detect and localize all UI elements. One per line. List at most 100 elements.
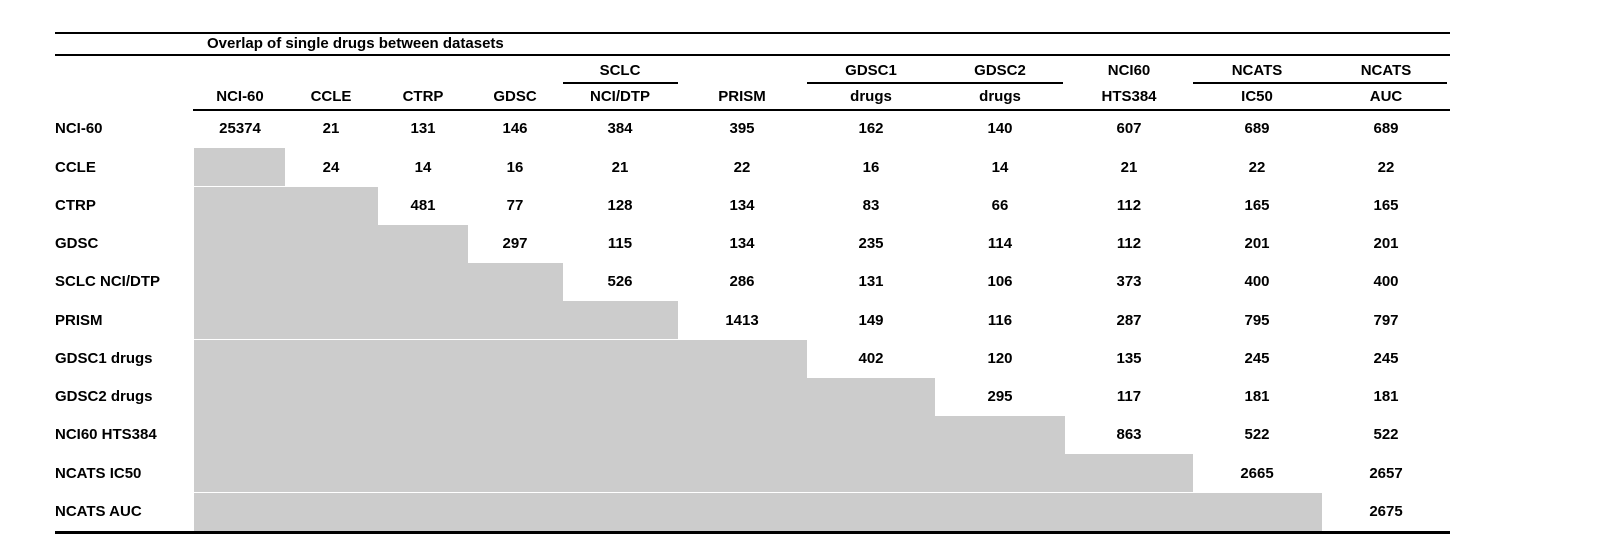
cell-value: 481 bbox=[410, 197, 436, 214]
cell-value: 135 bbox=[1116, 350, 1142, 367]
cell-value: 245 bbox=[1244, 350, 1270, 367]
cell-value: 402 bbox=[858, 350, 884, 367]
column-group-underline bbox=[563, 82, 678, 84]
cell-value: 522 bbox=[1373, 426, 1399, 443]
rule-top bbox=[55, 32, 1450, 34]
cell-value: 863 bbox=[1116, 426, 1142, 443]
column-group-label: GDSC1 bbox=[845, 62, 897, 79]
cell-value: 201 bbox=[1373, 235, 1399, 252]
cell-value: 16 bbox=[506, 159, 524, 176]
shaded-cell bbox=[194, 225, 468, 263]
cell-value: 1413 bbox=[725, 312, 759, 329]
row-label: NCATS AUC bbox=[55, 503, 142, 520]
cell-value: 297 bbox=[502, 235, 528, 252]
column-group-label: NCATS bbox=[1360, 62, 1412, 79]
shaded-cell bbox=[194, 340, 807, 378]
shaded-cell bbox=[194, 416, 1065, 454]
cell-value: 22 bbox=[1248, 159, 1266, 176]
cell-value: 373 bbox=[1116, 273, 1142, 290]
row-label: NCI60 HTS384 bbox=[55, 426, 157, 443]
cell-value: 131 bbox=[410, 120, 436, 137]
row-label: GDSC bbox=[55, 235, 99, 252]
column-header: drugs bbox=[979, 88, 1021, 105]
cell-value: 149 bbox=[858, 312, 884, 329]
cell-value: 134 bbox=[729, 235, 755, 252]
cell-value: 162 bbox=[858, 120, 884, 137]
cell-value: 2657 bbox=[1369, 465, 1403, 482]
column-header: CTRP bbox=[402, 88, 444, 105]
column-header: PRISM bbox=[718, 88, 766, 105]
column-group-label: SCLC bbox=[599, 62, 641, 79]
shaded-cell bbox=[194, 378, 935, 416]
cell-value: 21 bbox=[611, 159, 629, 176]
shaded-cell bbox=[194, 187, 378, 225]
column-header: IC50 bbox=[1241, 88, 1273, 105]
cell-value: 201 bbox=[1244, 235, 1270, 252]
cell-value: 66 bbox=[991, 197, 1009, 214]
column-header: NCI/DTP bbox=[590, 88, 650, 105]
row-label: CTRP bbox=[55, 197, 96, 214]
row-label: GDSC2 drugs bbox=[55, 388, 153, 405]
cell-value: 117 bbox=[1116, 388, 1142, 405]
cell-value: 21 bbox=[322, 120, 340, 137]
column-group-label: NCI60 bbox=[1107, 62, 1151, 79]
cell-value: 165 bbox=[1244, 197, 1270, 214]
cell-value: 22 bbox=[1377, 159, 1395, 176]
shaded-cell bbox=[194, 301, 678, 339]
cell-value: 400 bbox=[1244, 273, 1270, 290]
cell-value: 24 bbox=[322, 159, 340, 176]
cell-value: 181 bbox=[1244, 388, 1270, 405]
row-label: CCLE bbox=[55, 159, 96, 176]
cell-value: 384 bbox=[607, 120, 633, 137]
shaded-cell bbox=[194, 454, 1193, 492]
cell-value: 795 bbox=[1244, 312, 1270, 329]
column-header: NCI-60 bbox=[216, 88, 264, 105]
row-label: PRISM bbox=[55, 312, 103, 329]
rule-below-header bbox=[193, 109, 1450, 111]
column-header: GDSC bbox=[493, 88, 537, 105]
cell-value: 116 bbox=[987, 312, 1013, 329]
shaded-cell bbox=[194, 493, 1322, 531]
rule-bottom bbox=[55, 531, 1450, 534]
cell-value: 14 bbox=[991, 159, 1009, 176]
cell-value: 77 bbox=[506, 197, 524, 214]
cell-value: 140 bbox=[987, 120, 1013, 137]
column-header: drugs bbox=[850, 88, 892, 105]
rule-below-title bbox=[55, 54, 1450, 56]
shaded-cell bbox=[194, 148, 285, 186]
row-label: SCLC NCI/DTP bbox=[55, 273, 160, 290]
cell-value: 114 bbox=[987, 235, 1013, 252]
cell-value: 181 bbox=[1373, 388, 1399, 405]
cell-value: 21 bbox=[1120, 159, 1138, 176]
row-label: GDSC1 drugs bbox=[55, 350, 153, 367]
cell-value: 286 bbox=[729, 273, 755, 290]
cell-value: 689 bbox=[1373, 120, 1399, 137]
cell-value: 134 bbox=[729, 197, 755, 214]
column-header: HTS384 bbox=[1101, 88, 1157, 105]
column-header: CCLE bbox=[310, 88, 352, 105]
cell-value: 689 bbox=[1244, 120, 1270, 137]
column-group-underline bbox=[807, 82, 1063, 84]
cell-value: 128 bbox=[607, 197, 633, 214]
cell-value: 83 bbox=[862, 197, 880, 214]
cell-value: 245 bbox=[1373, 350, 1399, 367]
cell-value: 797 bbox=[1373, 312, 1399, 329]
cell-value: 14 bbox=[414, 159, 432, 176]
column-header: AUC bbox=[1369, 88, 1403, 105]
cell-value: 112 bbox=[1116, 197, 1142, 214]
column-group-label: NCATS bbox=[1231, 62, 1283, 79]
cell-value: 120 bbox=[987, 350, 1013, 367]
cell-value: 115 bbox=[607, 235, 633, 252]
cell-value: 235 bbox=[858, 235, 884, 252]
cell-value: 607 bbox=[1116, 120, 1142, 137]
shaded-cell bbox=[194, 263, 563, 301]
cell-value: 522 bbox=[1244, 426, 1270, 443]
column-group-underline bbox=[1193, 82, 1447, 84]
cell-value: 526 bbox=[607, 273, 633, 290]
cell-value: 112 bbox=[1116, 235, 1142, 252]
cell-value: 400 bbox=[1373, 273, 1399, 290]
cell-value: 2665 bbox=[1240, 465, 1274, 482]
cell-value: 2675 bbox=[1369, 503, 1403, 520]
column-group-label: GDSC2 bbox=[974, 62, 1026, 79]
